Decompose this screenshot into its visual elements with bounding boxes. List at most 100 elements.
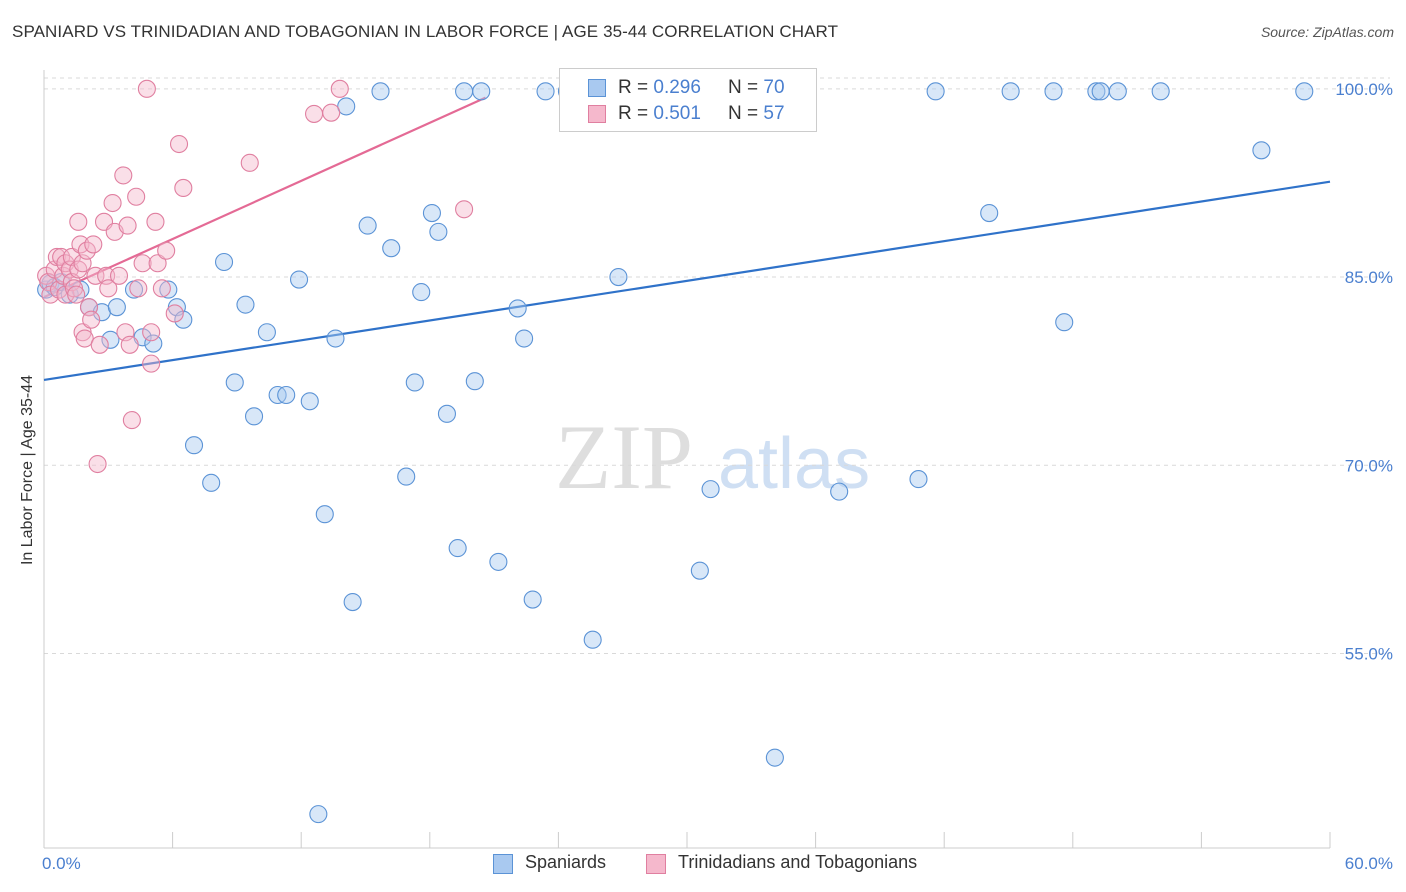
spaniards-trend-line (43, 180, 1331, 382)
spaniard-point (1055, 313, 1074, 332)
spaniard-point (358, 216, 377, 235)
spaniard-point (184, 436, 204, 455)
legend-n-label: N = (728, 103, 764, 124)
spaniard-point (300, 392, 319, 411)
y-tick-label: 70.0% (1345, 456, 1393, 475)
trinidadian-point (86, 266, 105, 285)
watermark-atlas: atlas (718, 424, 870, 504)
trinidadian-point (169, 134, 189, 154)
trinidadian-point (118, 216, 137, 235)
spaniard-point (159, 280, 178, 299)
spaniard-point (422, 204, 441, 223)
bottom-legend-label: Spaniards (525, 852, 607, 872)
spaniard-point (277, 385, 296, 405)
spaniard-point (236, 295, 255, 314)
spaniard-point (690, 561, 709, 580)
spaniard-point (523, 590, 542, 609)
x-tick-label: 60.0% (1345, 854, 1393, 873)
spaniard-point (397, 467, 416, 486)
trinidadian-point (455, 200, 474, 219)
spaniard-point (1087, 82, 1106, 101)
trinidadian-point (127, 187, 146, 206)
spaniard-point (1091, 82, 1110, 101)
trinidadian-point (152, 279, 171, 298)
trinidadian-point (157, 241, 176, 260)
spaniard-point (326, 329, 345, 348)
source-label: Source: ZipAtlas.com (1260, 24, 1394, 40)
trinidadians-trend-line (43, 96, 486, 299)
trinidadian-point (41, 285, 60, 304)
spaniard-point (290, 270, 309, 289)
legend-r-label: R = (618, 77, 654, 98)
spaniard-point (337, 97, 356, 116)
spaniard-point (1151, 82, 1170, 101)
spaniard-point (1108, 82, 1127, 101)
trinidadian-point (174, 178, 193, 198)
legend-r-value: 0.501 (653, 103, 701, 124)
trinidadian-point (330, 79, 349, 98)
correlation-legend: R = 0.296 N = 70 R = 0.501 N = 57 (559, 68, 817, 132)
spaniard-point (202, 473, 221, 492)
spaniard-point (1295, 82, 1314, 101)
spaniard-point (909, 470, 928, 489)
spaniard-point (244, 407, 264, 426)
trinidadian-point (103, 193, 122, 213)
legend-swatch-pink (588, 105, 606, 123)
bottom-legend-label: Trinidadians and Tobagonians (678, 852, 918, 872)
spaniard-point (508, 299, 527, 318)
trinidadian-point (90, 335, 109, 354)
spaniard-point (101, 330, 120, 349)
spaniard-point (107, 298, 126, 317)
spaniard-point (830, 482, 849, 501)
y-tick-label: 85.0% (1345, 268, 1393, 287)
legend-r-label: R = (618, 103, 654, 124)
trinidadian-point (75, 329, 94, 348)
trinidadian-point (120, 335, 139, 354)
watermark-zip: ZIP (555, 406, 693, 508)
spaniard-point (309, 805, 328, 824)
y-tick-label: 55.0% (1345, 645, 1393, 664)
spaniard-point (609, 267, 628, 287)
legend-r-value: 0.296 (653, 77, 701, 98)
spaniard-point (980, 204, 999, 223)
trinidadian-point (114, 166, 133, 185)
legend-n-value: 70 (763, 77, 785, 98)
spaniard-point (1252, 141, 1271, 160)
watermark: ZIP atlas (555, 406, 870, 508)
trinidadian-point (240, 153, 259, 172)
spaniard-point (448, 539, 467, 558)
trinidadian-point (88, 454, 107, 474)
spaniard-point (455, 82, 474, 101)
bottom-legend-swatch-pink (646, 854, 666, 874)
spaniard-point (412, 283, 431, 302)
y-tick-label: 100.0% (1335, 80, 1393, 99)
trinidadian-point (67, 285, 86, 304)
spaniard-point (1001, 82, 1020, 101)
trinidadian-point (137, 79, 156, 98)
spaniard-point (1044, 82, 1063, 101)
spaniard-point (701, 480, 720, 499)
legend-n-label: N = (728, 77, 764, 98)
trinidadian-point (84, 235, 103, 254)
trinidadian-point (69, 212, 88, 231)
trinidadian-point (133, 254, 152, 273)
tick-labels: 55.0% 70.0% 85.0% 100.0% 0.0% 60.0% (42, 80, 1393, 873)
trinidadian-point (142, 354, 161, 373)
trinidadian-point (99, 279, 118, 298)
legend-swatch-blue (588, 79, 606, 97)
spaniard-point (437, 404, 456, 423)
spaniard-point (465, 372, 484, 391)
trinidadian-point (322, 103, 341, 122)
trinidadian-point (146, 212, 165, 231)
legend-n-value: 57 (763, 103, 785, 124)
spaniard-point (257, 323, 276, 342)
spaniard-point (315, 505, 334, 524)
spaniard-point (515, 329, 534, 348)
spaniard-point (343, 593, 362, 612)
bottom-legend-swatch-blue (493, 854, 513, 874)
trinidadian-point (82, 310, 101, 329)
spaniard-point (382, 239, 401, 258)
spaniard-point (405, 373, 424, 392)
spaniard-point (583, 630, 602, 649)
trinidadian-point (122, 411, 141, 430)
